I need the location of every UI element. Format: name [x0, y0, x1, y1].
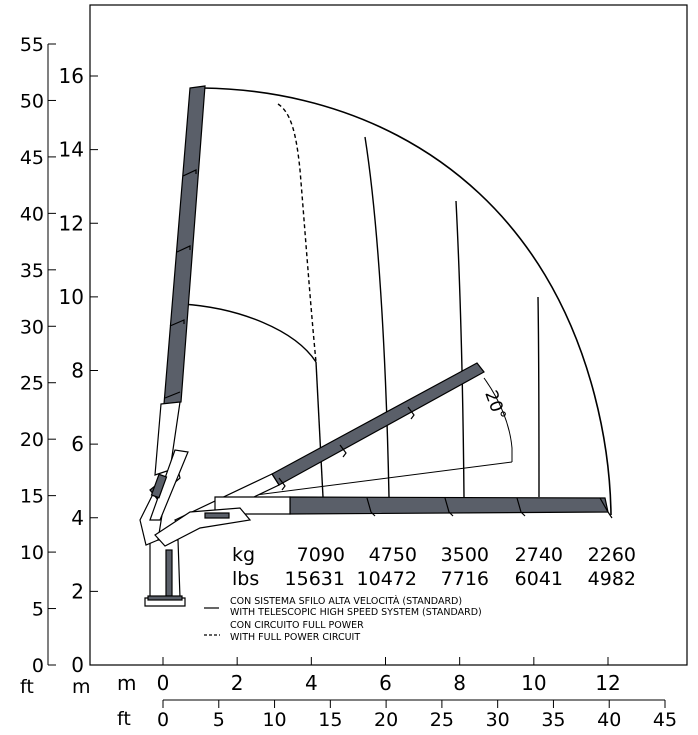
left-ft-tick-label: 30: [20, 316, 44, 338]
left-ft-ticks: 0 5 10 15 20 25 30 35 40 45 50 55: [20, 34, 56, 677]
left-ft-tick-label: 40: [20, 203, 44, 225]
inner-reach-arc: [182, 303, 317, 363]
angle-label: 20°: [480, 388, 509, 423]
left-ft-tick-label: 25: [20, 373, 44, 395]
left-m-tick-label: 12: [59, 211, 84, 235]
left-m-unit: m: [72, 676, 91, 698]
bottom-ft-tick-label: 15: [318, 709, 342, 731]
left-ft-tick-label: 15: [20, 486, 44, 508]
legend-solid-text-1: CON SISTEMA SFILO ALTA VELOCITÀ (STANDAR…: [230, 595, 462, 607]
bottom-ft-tick-label: 0: [157, 709, 169, 731]
left-ft-unit: ft: [20, 676, 34, 698]
load-curve-3500: [455, 200, 465, 498]
legend-dashed-text-2: WITH FULL POWER CIRCUIT: [230, 632, 360, 643]
bottom-m-tick-label: 0: [157, 671, 170, 695]
lbs-value: 7716: [441, 568, 489, 590]
left-ft-tick-label: 10: [20, 542, 44, 564]
kg-value: 4750: [369, 544, 417, 566]
plot-frame: [89, 4, 688, 666]
angle-ref-line: [239, 461, 513, 498]
crane-column: [139, 449, 252, 607]
bottom-m-tick-label: 6: [379, 671, 392, 695]
bottom-ft-tick-label: 20: [374, 709, 398, 731]
lbs-value: 10472: [357, 568, 417, 590]
lbs-value: 4982: [588, 568, 636, 590]
left-m-tick-label: 16: [59, 64, 84, 88]
lbs-value: 6041: [515, 568, 563, 590]
bottom-ft-ticks: 0 5 10 15 20 25 30 35 40 45: [157, 700, 677, 731]
left-ft-tick-label: 5: [32, 599, 44, 621]
load-curve-2740: [537, 296, 540, 498]
left-ft-tick-label: 50: [20, 90, 44, 112]
left-ft-tick-label: 35: [20, 260, 44, 282]
bottom-ft-tick-label: 10: [262, 709, 286, 731]
left-m-ticks: 0 2 4 6 8 10 12 14 16: [59, 64, 98, 677]
left-ft-tick-label: 0: [32, 655, 44, 677]
boom-vertical-joints: [164, 169, 197, 399]
bottom-m-tick-label: 2: [231, 671, 244, 695]
bottom-m-unit: m: [117, 671, 136, 695]
kg-value: 2740: [515, 544, 563, 566]
bottom-ft-tick-label: 35: [541, 709, 565, 731]
left-m-tick-label: 4: [71, 506, 84, 530]
left-m-tick-label: 8: [71, 359, 84, 383]
lbs-label: lbs: [232, 568, 259, 590]
bottom-ft-tick-label: 25: [430, 709, 454, 731]
load-curve-4750: [364, 136, 390, 498]
kg-label: kg: [232, 544, 255, 566]
left-m-tick-label: 2: [71, 579, 84, 603]
boom-vertical: [163, 85, 206, 405]
lbs-values: 15631 10472 7716 6041 4982: [285, 568, 636, 590]
bottom-m-tick-label: 12: [595, 671, 620, 695]
boom-inclined-joints: [278, 406, 415, 491]
bottom-ft-unit: ft: [117, 708, 131, 730]
left-m-tick-label: 14: [59, 138, 84, 162]
full-power-curve: [277, 103, 317, 363]
left-ft-tick-label: 20: [20, 429, 44, 451]
bottom-m-tick-label: 8: [453, 671, 466, 695]
reach-envelope-arc: [202, 87, 612, 516]
left-ft-tick-label: 55: [20, 34, 44, 56]
boom-inclined: [271, 362, 485, 486]
kg-values: 7090 4750 3500 2740 2260: [297, 544, 636, 566]
kg-value: 2260: [588, 544, 636, 566]
bottom-ft-tick-label: 30: [486, 709, 510, 731]
kg-value: 3500: [441, 544, 489, 566]
kg-value: 7090: [297, 544, 345, 566]
legend-dashed-text-1: CON CIRCUITO FULL POWER: [230, 620, 364, 631]
bottom-m-tick-label: 4: [305, 671, 318, 695]
load-curve-7090: [315, 361, 324, 498]
legend-solid-text-2: WITH TELESCOPIC HIGH SPEED SYSTEM (STAND…: [230, 607, 482, 618]
boom-horizontal-joints: [366, 497, 613, 519]
bottom-m-tick-label: 10: [521, 671, 546, 695]
left-m-tick-label: 6: [71, 432, 84, 456]
angle-arc: [483, 377, 513, 449]
left-m-tick-label: 0: [71, 653, 84, 677]
bottom-ft-tick-label: 45: [653, 709, 677, 731]
bottom-ft-tick-label: 40: [597, 709, 621, 731]
lbs-value: 15631: [285, 568, 345, 590]
left-ft-tick-label: 45: [20, 147, 44, 169]
bottom-m-ticks: 0 2 4 6 8 10 12: [157, 657, 621, 695]
left-m-tick-label: 10: [59, 285, 84, 309]
bottom-ft-tick-label: 5: [213, 709, 225, 731]
